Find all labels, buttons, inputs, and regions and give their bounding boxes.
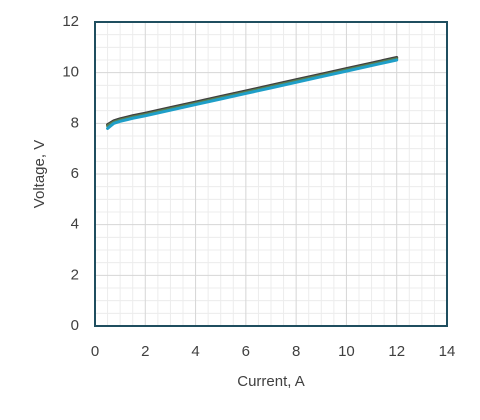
data-line: [106, 58, 399, 130]
y-tick-label: 2: [71, 266, 79, 283]
x-tick-label: 12: [388, 343, 405, 360]
y-tick-label: 4: [71, 216, 79, 233]
x-tick-label: 0: [91, 343, 99, 360]
x-tick-label: 4: [191, 343, 199, 360]
plot-frame: [94, 21, 448, 327]
y-tick-label: 8: [71, 114, 79, 131]
x-tick-label: 10: [338, 343, 355, 360]
x-tick-label: 6: [242, 343, 250, 360]
y-tick-label: 10: [62, 64, 79, 81]
x-axis-title: Current, A: [237, 373, 305, 390]
y-axis-title: Voltage, V: [31, 140, 48, 208]
x-tick-label: 8: [292, 343, 300, 360]
x-tick-label: 14: [439, 343, 456, 360]
y-tick-label: 12: [62, 13, 79, 30]
x-tick-label: 2: [141, 343, 149, 360]
y-tick-label: 6: [71, 165, 79, 182]
y-tick-label: 0: [71, 317, 79, 334]
